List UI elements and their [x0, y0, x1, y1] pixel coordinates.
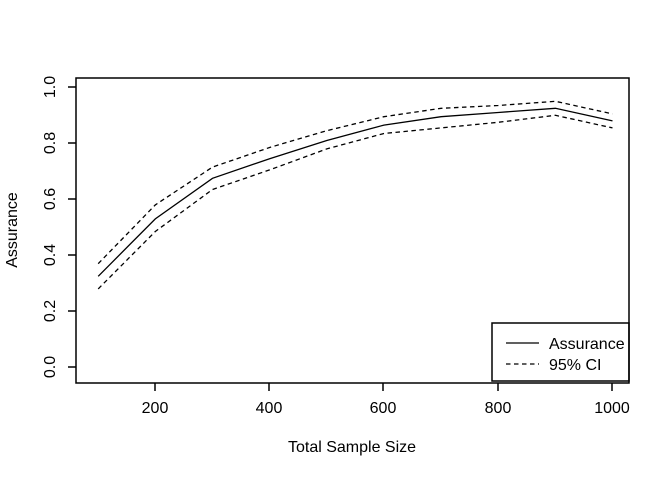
y-axis-ticks — [68, 86, 76, 368]
y-tick-label: 0.2 — [42, 300, 59, 322]
x-tick-label: 400 — [256, 400, 283, 417]
series-95-ci-upper — [97, 100, 613, 265]
x-tick-label: 200 — [142, 400, 169, 417]
legend-border — [491, 322, 630, 382]
y-tick-label: 0.0 — [42, 356, 59, 378]
y-tick-label: 1.0 — [42, 76, 59, 98]
y-tick-label: 0.4 — [42, 244, 59, 266]
series-lines — [97, 100, 613, 290]
legend-label-assurance: Assurance — [549, 336, 625, 353]
legend: Assurance 95% CI — [491, 322, 630, 382]
x-axis-title: Total Sample Size — [288, 439, 416, 456]
x-axis-ticks — [154, 383, 613, 391]
x-tick-label: 600 — [370, 400, 397, 417]
legend-label-ci: 95% CI — [549, 357, 601, 374]
y-tick-label: 0.6 — [42, 188, 59, 210]
x-tick-label: 800 — [485, 400, 512, 417]
plot-area-border — [75, 77, 630, 384]
series-assurance — [97, 107, 613, 277]
x-axis-tick-labels: 200 400 600 800 1000 — [142, 400, 630, 417]
series-95-ci-lower — [97, 114, 613, 290]
y-axis-tick-labels: 0.0 0.2 0.4 0.6 0.8 1.0 — [42, 76, 59, 378]
y-tick-label: 0.8 — [42, 132, 59, 154]
x-tick-label: 1000 — [594, 400, 630, 417]
y-axis-title: Assurance — [4, 192, 21, 268]
